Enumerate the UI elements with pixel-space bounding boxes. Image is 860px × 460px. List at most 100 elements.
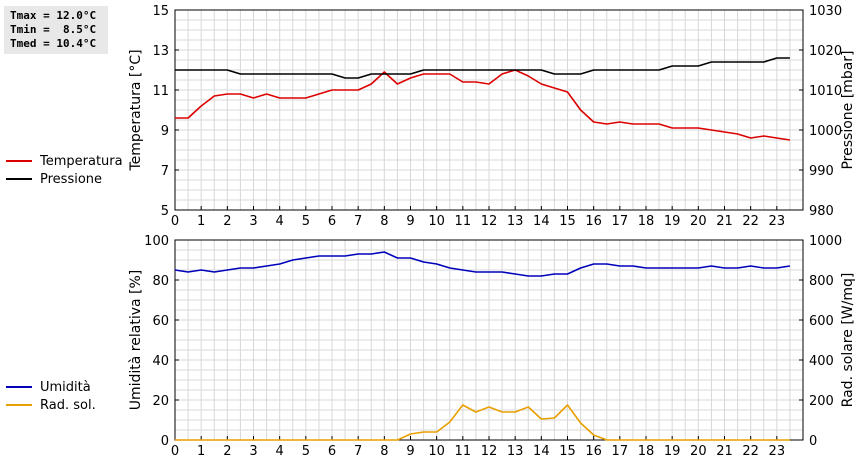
legend-bottom: Umidità Rad. sol. <box>6 378 96 414</box>
legend-swatch-temperatura <box>6 160 32 162</box>
x-tick-label: 3 <box>249 214 257 229</box>
series-line-rad-sol <box>175 404 790 441</box>
y-axis-label: Umidità relativa [%] <box>128 270 144 411</box>
x-tick-label: 12 <box>481 444 498 459</box>
legend-label-pressione: Pressione <box>40 171 103 187</box>
x-tick-label: 13 <box>507 444 524 459</box>
y2-tick-label: 1000 <box>809 234 842 249</box>
y-tick-label: 13 <box>152 44 169 59</box>
x-tick-label: 19 <box>664 214 681 229</box>
x-tick-label: 2 <box>223 214 231 229</box>
x-tick-label: 5 <box>302 444 310 459</box>
y2-tick-label: 990 <box>809 164 834 179</box>
legend-swatch-rad-sol <box>6 404 32 406</box>
x-tick-label: 17 <box>612 444 629 459</box>
x-tick-label: 4 <box>276 214 284 229</box>
y-tick-label: 11 <box>152 84 169 99</box>
x-tick-label: 21 <box>716 444 733 459</box>
series-line-temperatura <box>175 69 791 141</box>
chart-panel-0: 0 1 2 3 4 5 6 7 8 9 10 11 12 13 14 15 16 17 18 19 20 21 22 2357… <box>128 4 856 229</box>
y-tick-label: 40 <box>152 354 169 369</box>
x-tick-label: 20 <box>690 214 707 229</box>
x-tick-label: 6 <box>328 214 336 229</box>
y2-tick-label: 800 <box>809 274 834 289</box>
x-tick-label: 4 <box>276 444 284 459</box>
y2-tick-label: 0 <box>809 434 817 449</box>
stats-box: Tmax = 12.0°C Tmin = 8.5°C Tmed = 10.4°C <box>4 6 108 54</box>
legend-item-rad-sol: Rad. sol. <box>6 396 96 414</box>
stat-tmax: Tmax = 12.0°C <box>10 9 97 22</box>
y2-tick-label: 400 <box>809 354 834 369</box>
y2-tick-label: 1010 <box>809 84 842 99</box>
x-tick-label: 13 <box>507 214 524 229</box>
x-tick-label: 5 <box>302 214 310 229</box>
y2-tick-label: 600 <box>809 314 834 329</box>
x-tick-label: 8 <box>380 214 388 229</box>
chart-panel-1: 0 1 2 3 4 5 6 7 8 9 10 11 12 13 14 15 16 17 18 19 20 21 22 2302… <box>128 234 856 459</box>
x-tick-label: 0 <box>171 214 179 229</box>
y-tick-label: 20 <box>152 394 169 409</box>
x-tick-label: 2 <box>223 444 231 459</box>
y-tick-label: 5 <box>161 204 169 219</box>
x-tick-label: 19 <box>664 444 681 459</box>
legend-label-rad-sol: Rad. sol. <box>40 397 96 413</box>
legend-top: Temperatura Pressione <box>6 152 123 188</box>
x-tick-label: 10 <box>428 444 445 459</box>
y-tick-label: 15 <box>152 4 169 19</box>
legend-label-temperatura: Temperatura <box>40 153 123 169</box>
legend-item-umidita: Umidità <box>6 378 96 396</box>
x-tick-label: 11 <box>455 214 472 229</box>
x-tick-label: 8 <box>380 444 388 459</box>
x-tick-label: 23 <box>769 444 786 459</box>
x-tick-label: 7 <box>354 444 362 459</box>
stat-tmin: Tmin = 8.5°C <box>10 23 97 36</box>
y-axis-label: Temperatura [°C] <box>128 49 144 171</box>
x-tick-label: 15 <box>559 214 576 229</box>
x-tick-label: 16 <box>585 444 602 459</box>
series-line-pressione <box>175 57 790 79</box>
x-tick-label: 14 <box>533 214 550 229</box>
x-tick-label: 1 <box>197 444 205 459</box>
y-tick-label: 80 <box>152 274 169 289</box>
y2-tick-label: 1020 <box>809 44 842 59</box>
x-tick-label: 1 <box>197 214 205 229</box>
x-tick-label: 0 <box>171 444 179 459</box>
legend-item-pressione: Pressione <box>6 170 123 188</box>
x-tick-label: 12 <box>481 214 498 229</box>
x-tick-label: 15 <box>559 444 576 459</box>
stat-tmed: Tmed = 10.4°C <box>10 37 97 50</box>
y2-tick-label: 980 <box>809 204 834 219</box>
x-tick-label: 21 <box>716 214 733 229</box>
legend-swatch-pressione <box>6 178 32 180</box>
x-tick-label: 23 <box>769 214 786 229</box>
y-tick-label: 0 <box>161 434 169 449</box>
y-tick-label: 100 <box>144 234 169 249</box>
x-tick-label: 16 <box>585 214 602 229</box>
x-tick-label: 18 <box>638 444 655 459</box>
x-tick-label: 9 <box>406 444 414 459</box>
x-tick-label: 10 <box>428 214 445 229</box>
series-line-umidit <box>174 251 791 277</box>
x-tick-label: 22 <box>742 214 759 229</box>
x-tick-label: 3 <box>249 444 257 459</box>
x-tick-label: 9 <box>406 214 414 229</box>
legend-item-temperatura: Temperatura <box>6 152 123 170</box>
x-tick-label: 6 <box>328 444 336 459</box>
y-tick-label: 7 <box>161 164 169 179</box>
x-tick-label: 17 <box>612 214 629 229</box>
x-tick-label: 22 <box>742 444 759 459</box>
y2-tick-label: 200 <box>809 394 834 409</box>
legend-label-umidita: Umidità <box>40 379 91 395</box>
x-tick-label: 18 <box>638 214 655 229</box>
x-tick-label: 11 <box>455 444 472 459</box>
y2-axis-label: Rad. solare [W/mq] <box>840 273 856 408</box>
y-tick-label: 60 <box>152 314 169 329</box>
x-tick-label: 14 <box>533 444 550 459</box>
y2-tick-label: 1000 <box>809 124 842 139</box>
y2-tick-label: 1030 <box>809 4 842 19</box>
x-tick-label: 20 <box>690 444 707 459</box>
y2-axis-label: Pressione [mbar] <box>840 50 856 169</box>
legend-swatch-umidita <box>6 386 32 388</box>
y-tick-label: 9 <box>161 124 169 139</box>
